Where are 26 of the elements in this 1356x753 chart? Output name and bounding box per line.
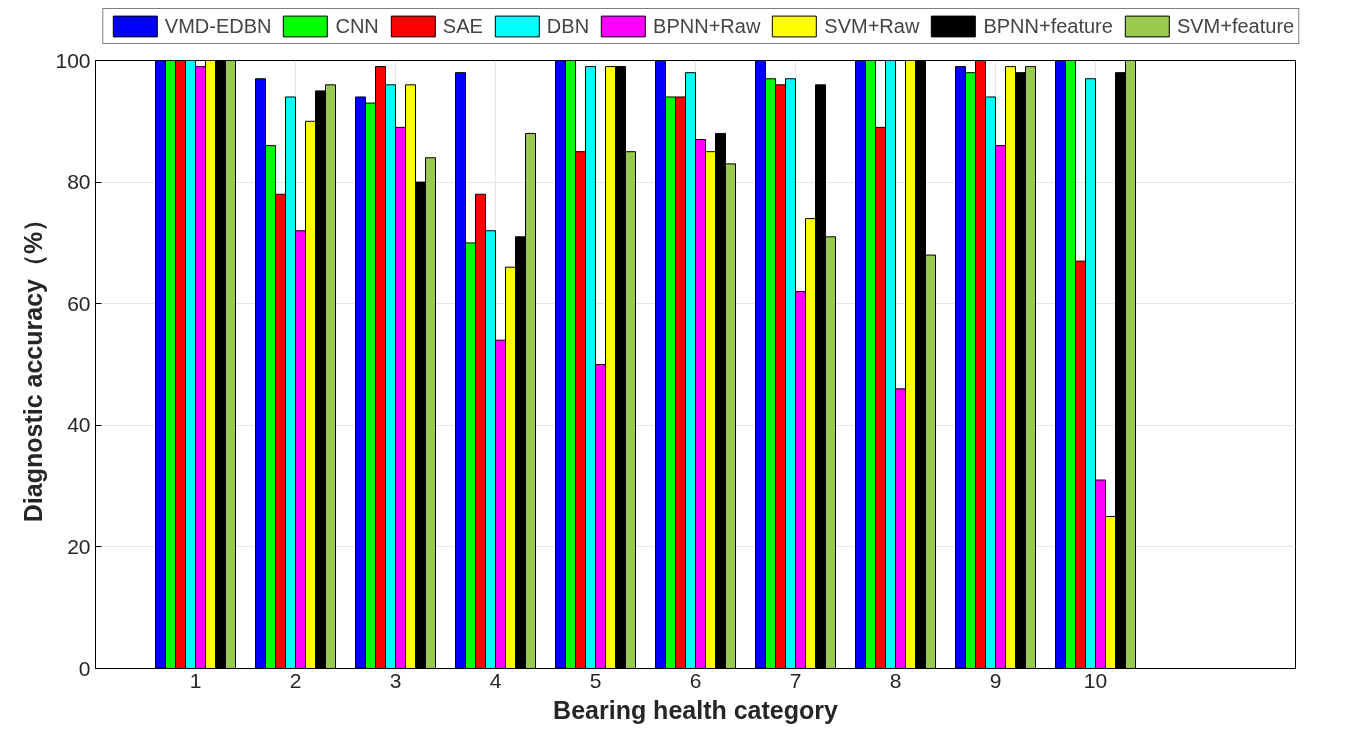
legend-label: SAE (442, 14, 483, 38)
x-tick-label: 6 (689, 668, 702, 692)
legend-label: CNN (335, 14, 379, 38)
x-tick-label: 7 (789, 668, 802, 692)
y-tick-label: 100 (55, 48, 91, 72)
y-tick-label: 0 (78, 656, 91, 680)
x-tick-label: 4 (489, 668, 502, 692)
y-tick-label: 20 (67, 534, 91, 558)
legend-label: VMD-EDBN (164, 14, 272, 38)
legend-label: SVM+feature (1176, 14, 1295, 38)
legend-label: BPNN+feature (983, 14, 1113, 38)
x-tick-label: 8 (889, 668, 902, 692)
legend-label: BPNN+Raw (653, 14, 761, 38)
x-tick-label: 2 (289, 668, 302, 692)
y-axis-title: Diagnostic accuracy（%） (19, 206, 48, 523)
y-tick-label: 80 (67, 170, 91, 194)
x-tick-label: 1 (189, 668, 202, 692)
x-tick-label: 3 (389, 668, 402, 692)
legend-label: SVM+Raw (824, 14, 920, 38)
x-tick-label: 5 (589, 668, 602, 692)
y-tick-label: 60 (67, 291, 91, 315)
x-axis-title: Bearing health category (553, 695, 838, 724)
x-tick-label: 10 (1083, 668, 1108, 692)
x-tick-label: 9 (989, 668, 1002, 692)
legend-label: DBN (546, 14, 590, 38)
y-tick-label: 40 (67, 413, 91, 437)
